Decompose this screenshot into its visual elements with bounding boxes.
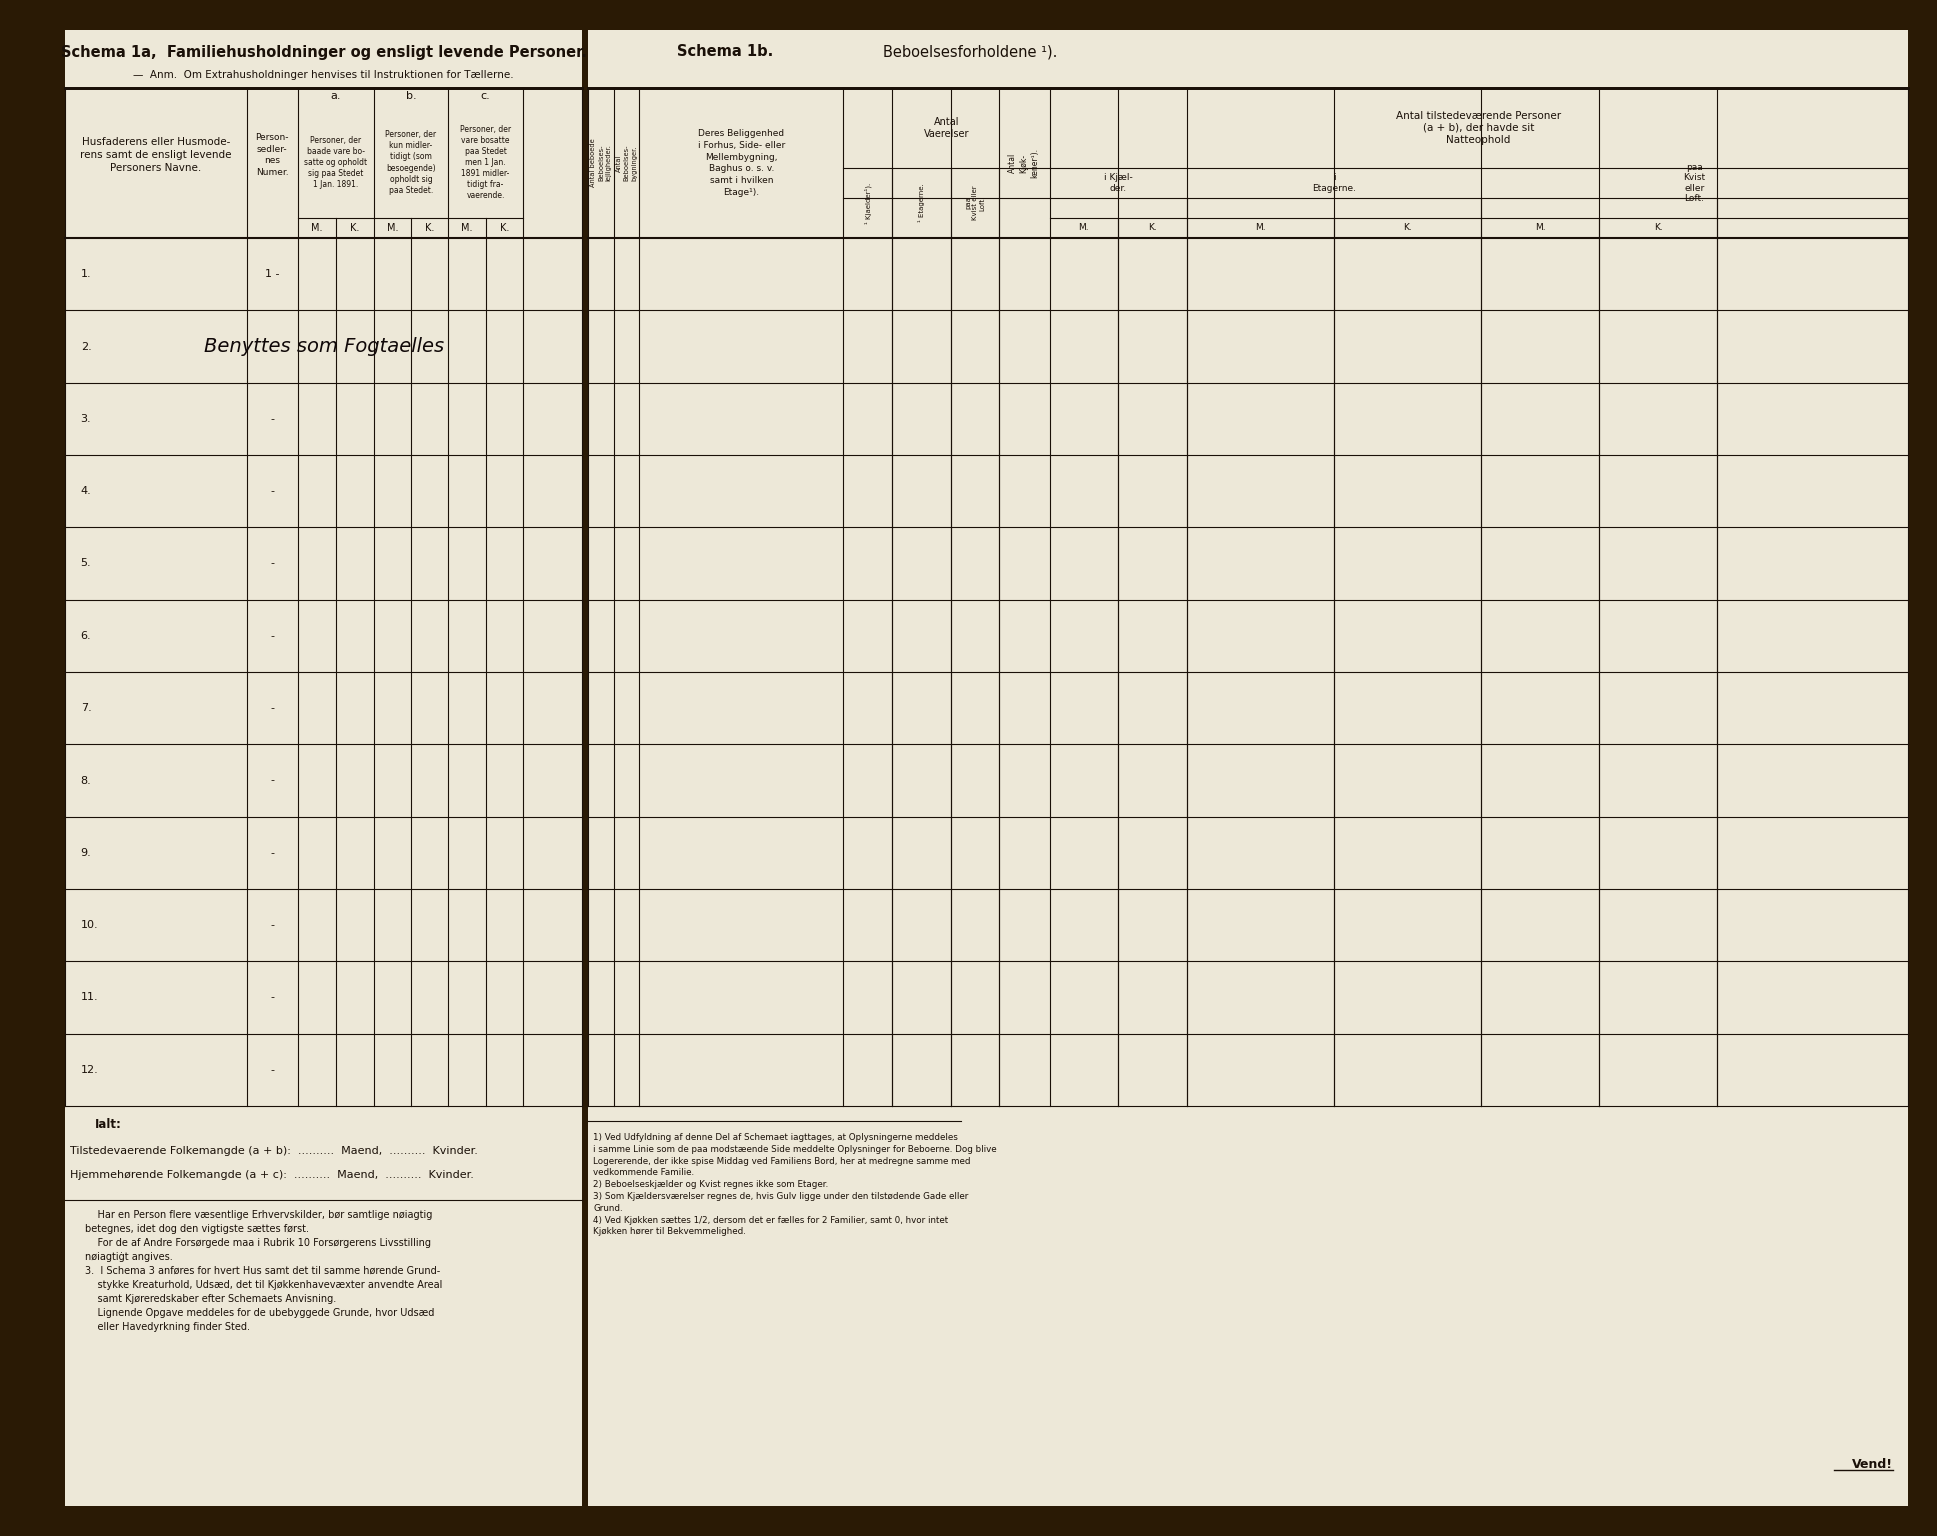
Text: 1.: 1. [81, 269, 91, 280]
Text: b.: b. [405, 91, 416, 101]
Text: Antal beboede
Beboelses-
lejligheder.: Antal beboede Beboelses- lejligheder. [591, 138, 612, 187]
Text: 5.: 5. [81, 559, 91, 568]
Text: Hjemmehørende Folkemangde (a + c):  ..........  Maend,  ..........  Kvinder.: Hjemmehørende Folkemangde (a + c): .....… [70, 1170, 475, 1180]
Bar [589, 31, 1908, 1505]
Text: Personer, der
kun midler-
tidigt (som
besoegende)
opholdt sig
paa Stedet.: Personer, der kun midler- tidigt (som be… [385, 131, 436, 195]
Text: a.: a. [331, 91, 341, 101]
Text: 4.: 4. [81, 487, 91, 496]
Text: Vend!: Vend! [1852, 1458, 1892, 1471]
Text: Personer, der
baade vare bo-
satte og opholdt
sig paa Stedet
1 Jan. 1891.: Personer, der baade vare bo- satte og op… [304, 135, 368, 189]
Text: Person-
sedler-
nes
Numer.: Person- sedler- nes Numer. [256, 132, 289, 177]
Bar [66, 31, 583, 1505]
Text: Tilstedevaerende Folkemangde (a + b):  ..........  Maend,  ..........  Kvinder.: Tilstedevaerende Folkemangde (a + b): ..… [70, 1146, 478, 1157]
Text: Antal
Beboelses-
bygninger.: Antal Beboelses- bygninger. [616, 144, 637, 181]
Text: ¹ Kjaelder¹).: ¹ Kjaelder¹). [864, 183, 872, 224]
Text: -: - [269, 413, 273, 424]
Text: Ialt:: Ialt: [95, 1118, 122, 1130]
Text: paa
Kvist
eller
Loft.: paa Kvist eller Loft. [1683, 163, 1706, 203]
Text: 8.: 8. [81, 776, 91, 785]
Text: -: - [269, 703, 273, 713]
Text: Personer, der
vare bosatte
paa Stedet
men 1 Jan.
1891 midler-
tidigt fra-
vaeren: Personer, der vare bosatte paa Stedet me… [459, 124, 511, 200]
Text: M.: M. [387, 223, 399, 233]
Text: —  Anm.  Om Extrahusholdninger henvises til Instruktionen for Tællerne.: — Anm. Om Extrahusholdninger henvises ti… [134, 71, 513, 80]
Text: Antal
Kjøk-
kener¹).: Antal Kjøk- kener¹). [1009, 147, 1040, 178]
Text: 3.: 3. [81, 413, 91, 424]
Text: Antal
Vaerelser: Antal Vaerelser [924, 117, 968, 138]
Text: 6.: 6. [81, 631, 91, 641]
Text: 2.: 2. [81, 341, 91, 352]
Text: Benyttes som Fogtaelles: Benyttes som Fogtaelles [203, 336, 444, 356]
Text: 1) Ved Udfyldning af denne Del af Schemaet iagttages, at Oplysningerne meddeles
: 1) Ved Udfyldning af denne Del af Schema… [593, 1134, 998, 1236]
Text: paa
Kvist eller
Loft.: paa Kvist eller Loft. [965, 186, 984, 220]
Text: -: - [269, 559, 273, 568]
Text: Har en Person flere væsentlige Erhvervskilder, bør samtlige nøiagtig
betegnes, i: Har en Person flere væsentlige Erhvervsk… [85, 1210, 442, 1332]
Text: K.: K. [1654, 224, 1662, 232]
Text: K.: K. [351, 223, 360, 233]
Text: i Kjæl-
der.: i Kjæl- der. [1104, 174, 1133, 192]
Text: M.: M. [1536, 224, 1546, 232]
Text: K.: K. [500, 223, 509, 233]
Text: 11.: 11. [81, 992, 99, 1003]
Text: -: - [269, 487, 273, 496]
Text: -: - [269, 776, 273, 785]
Text: -: - [269, 848, 273, 857]
Text: M.: M. [461, 223, 473, 233]
Text: -: - [269, 631, 273, 641]
Text: -: - [269, 1064, 273, 1075]
Text: 10.: 10. [81, 920, 99, 931]
Text: Schema 1b.: Schema 1b. [676, 45, 773, 60]
Text: Husfaderens eller Husmode-
rens samt de ensligt levende
Personers Navne.: Husfaderens eller Husmode- rens samt de … [79, 137, 232, 174]
Text: -: - [269, 920, 273, 931]
Text: M.: M. [312, 223, 322, 233]
Text: M.: M. [1255, 224, 1267, 232]
Text: c.: c. [480, 91, 490, 101]
Text: 12.: 12. [81, 1064, 99, 1075]
Text: 7.: 7. [81, 703, 91, 713]
Text: K.: K. [1404, 224, 1412, 232]
Text: Schema 1a,  Familiehusholdninger og ensligt levende Personer.: Schema 1a, Familiehusholdninger og ensli… [60, 45, 587, 60]
Text: 1 -: 1 - [265, 269, 279, 280]
Text: Beboelsesforholdene ¹).: Beboelsesforholdene ¹). [883, 45, 1058, 60]
Text: i
Etagerne.: i Etagerne. [1311, 174, 1356, 192]
Text: M.: M. [1079, 224, 1089, 232]
Text: 9.: 9. [81, 848, 91, 857]
Text: ¹ Etagerne.: ¹ Etagerne. [918, 184, 926, 223]
Text: K.: K. [424, 223, 434, 233]
Text: Antal tilstedeværende Personer
(a + b), der havde sit
Natteophold: Antal tilstedeværende Personer (a + b), … [1397, 112, 1561, 144]
Text: -: - [269, 992, 273, 1003]
Text: Deres Beliggenhed
i Forhus, Side- eller
Mellembygning,
Baghus o. s. v.
samt i hv: Deres Beliggenhed i Forhus, Side- eller … [697, 129, 784, 197]
Text: K.: K. [1149, 224, 1156, 232]
